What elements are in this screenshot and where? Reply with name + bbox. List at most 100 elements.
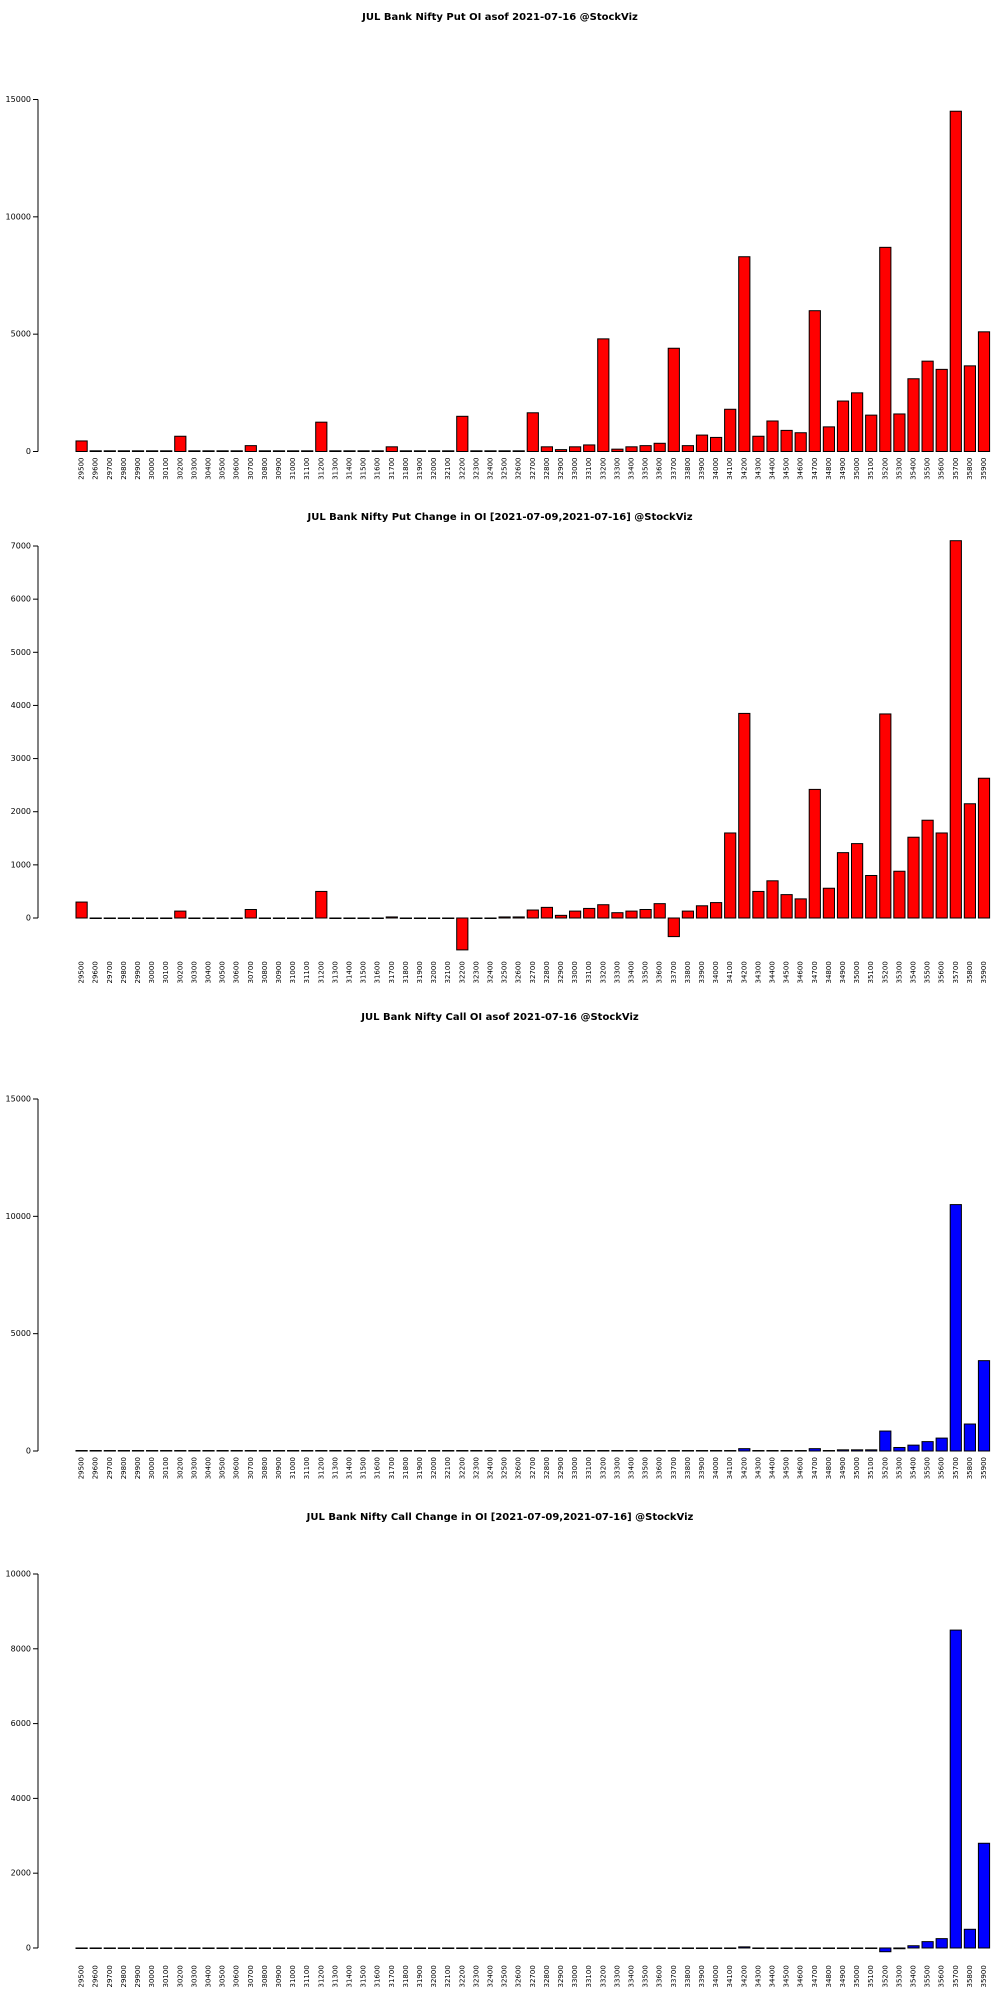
bar (117, 1947, 131, 1949)
chart-title: JUL Bank Nifty Put Change in OI [2021-07… (306, 512, 692, 523)
bar (526, 1450, 539, 1452)
x-tick-label: 32600 (515, 458, 523, 480)
bar (498, 1947, 511, 1949)
bar (103, 917, 116, 920)
x-tick-label: 35800 (966, 961, 974, 983)
x-tick-label: 30700 (247, 1965, 255, 1987)
bar (216, 450, 229, 452)
x-tick-label: 33800 (684, 458, 692, 480)
bar (258, 917, 271, 920)
x-tick-label: 33400 (628, 1457, 636, 1479)
x-tick-label: 30300 (190, 961, 198, 983)
bar (780, 429, 793, 453)
x-tick-label: 32700 (529, 1457, 537, 1479)
bar (287, 917, 300, 920)
bar (512, 450, 525, 452)
x-tick-label: 30800 (261, 458, 269, 480)
bar (343, 1450, 356, 1452)
x-tick-label: 31600 (374, 961, 382, 983)
x-tick-label: 34900 (839, 1965, 847, 1987)
bar (949, 540, 962, 919)
bar (794, 1947, 807, 1949)
x-tick-label: 35700 (952, 458, 960, 480)
x-tick-label: 30500 (219, 1965, 227, 1987)
x-tick-label: 35500 (924, 1965, 932, 1987)
x-tick-label: 34300 (754, 1965, 762, 1987)
bar (977, 1842, 991, 1949)
bar (343, 450, 356, 452)
x-tick-label: 30000 (148, 961, 156, 983)
x-tick-label: 31400 (346, 1965, 354, 1987)
x-tick-label: 35200 (881, 458, 889, 480)
x-tick-label: 33900 (698, 1457, 706, 1479)
bar (667, 917, 680, 938)
bar (146, 450, 159, 452)
bar (879, 1430, 892, 1452)
bar (935, 1437, 948, 1452)
x-tick-label: 30100 (162, 458, 170, 480)
bar (893, 1446, 906, 1452)
bar (413, 450, 427, 452)
x-tick-label: 31800 (402, 458, 410, 480)
bar (935, 1938, 948, 1949)
bar (794, 898, 807, 919)
x-tick-label: 34000 (712, 458, 720, 480)
bar (907, 378, 920, 452)
bar (822, 1947, 835, 1949)
x-tick-label: 33100 (585, 1457, 593, 1479)
y-tick-label: 10000 (6, 1212, 31, 1221)
bar (75, 440, 88, 453)
bar (315, 1450, 328, 1452)
bar (851, 392, 864, 453)
bar (893, 870, 906, 919)
x-tick-label: 35200 (881, 961, 889, 983)
bar (963, 803, 976, 919)
bar (935, 368, 948, 452)
x-tick-label: 29700 (106, 1965, 114, 1987)
x-tick-label: 33700 (670, 1457, 678, 1479)
bar (89, 1450, 102, 1452)
x-tick-label: 31300 (331, 458, 339, 480)
y-tick-label: 5000 (11, 330, 31, 339)
bar (174, 910, 187, 919)
x-tick-label: 29800 (120, 961, 128, 983)
x-tick-label: 30000 (148, 1457, 156, 1479)
bar (921, 819, 934, 919)
x-tick-label: 33900 (698, 961, 706, 983)
bar (484, 450, 497, 452)
bar-chart: JUL Bank Nifty Call OI asof 2021-07-16 @… (6, 1012, 991, 1479)
x-tick-label: 30700 (247, 961, 255, 983)
bar (710, 1947, 723, 1949)
x-tick-label: 33000 (571, 1965, 579, 1987)
bar (484, 1450, 497, 1452)
x-tick-label: 31000 (289, 1457, 297, 1479)
bar (921, 1441, 934, 1452)
bar (625, 1947, 638, 1949)
x-tick-label: 35600 (938, 1965, 946, 1987)
bar (385, 446, 398, 453)
bar (160, 1947, 173, 1949)
bar (879, 713, 892, 919)
bar (611, 448, 624, 452)
bar (639, 1947, 652, 1949)
chart-title: JUL Bank Nifty Call OI asof 2021-07-16 @… (360, 1012, 639, 1023)
bar (103, 450, 116, 452)
bar (780, 1947, 793, 1949)
x-tick-label: 35600 (938, 961, 946, 983)
x-tick-label: 29500 (78, 961, 86, 983)
bar (89, 1947, 102, 1949)
x-tick-label: 31200 (317, 961, 325, 983)
y-tick-label: 0 (26, 1943, 31, 1952)
bar (611, 1947, 624, 1949)
bar (625, 446, 638, 453)
bar (117, 450, 131, 452)
bar (822, 426, 835, 452)
bar (301, 450, 314, 452)
x-tick-label: 32000 (430, 961, 438, 983)
x-tick-label: 33600 (656, 961, 664, 983)
x-tick-label: 35700 (952, 1457, 960, 1479)
bar (752, 1947, 765, 1949)
bar (597, 904, 610, 919)
bar (653, 903, 666, 919)
x-tick-label: 31200 (317, 1457, 325, 1479)
